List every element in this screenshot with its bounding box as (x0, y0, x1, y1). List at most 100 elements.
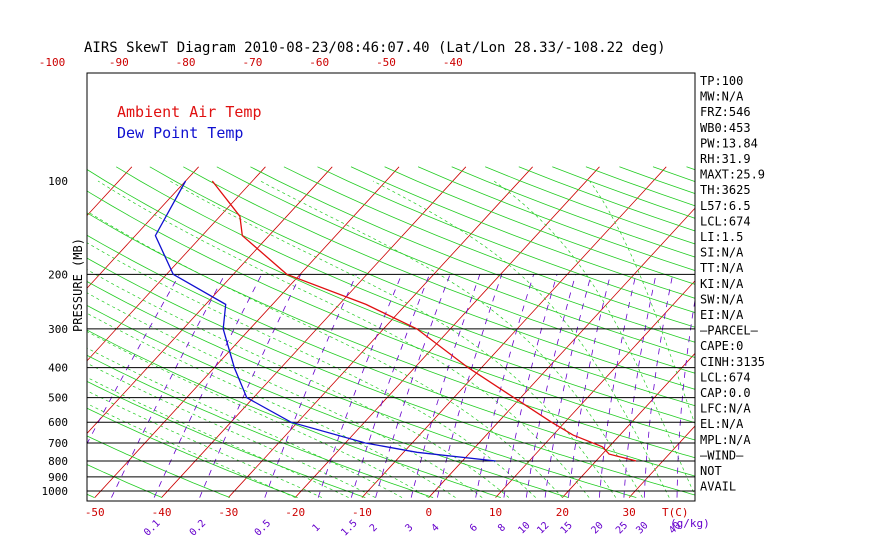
sounding-traces (154, 180, 637, 462)
bottom-temp-tick-labels: -50 -40 -30 -20 -10 0 10 20 30 (85, 506, 636, 519)
pressure-tick-label: 100 (48, 175, 68, 188)
ambient-air-temp-trace (211, 180, 637, 462)
dry-adiabat-line (87, 212, 695, 459)
stat-entry: CINH:3135 (700, 355, 765, 369)
moist-adiabat-line (87, 362, 376, 498)
top-temp-tick-label: -50 (376, 56, 396, 69)
mixing-ratio-line (437, 274, 503, 498)
dry-adiabat-line (87, 435, 230, 498)
moist-adiabat-line (589, 180, 695, 426)
dry-adiabat-line (87, 234, 695, 477)
stat-entry: TH:3625 (700, 183, 751, 197)
dry-adiabat-line (317, 166, 695, 314)
stat-entry: L57:6.5 (700, 199, 751, 213)
isotherm-line (94, 166, 400, 498)
mixing-ratio-tick-label: 2 (368, 522, 380, 534)
dry-adiabat-line (87, 281, 637, 498)
moist-adiabat-line (87, 242, 536, 498)
pressure-tick-label: 900 (48, 471, 68, 484)
dry-adiabat-line (754, 167, 870, 498)
dry-adiabat-line (87, 257, 695, 496)
chart-title: AIRS SkewT Diagram 2010-08-23/08:46:07.4… (84, 40, 666, 56)
dry-adiabat-line (115, 166, 695, 407)
mixing-ratio-line (410, 274, 481, 498)
isotherm-line (495, 280, 695, 498)
stat-entry: TP:100 (700, 74, 743, 88)
mixing-ratio-tick-label: 6 (468, 522, 480, 534)
mixing-ratio-line (264, 274, 357, 498)
isotherm-line (830, 167, 870, 498)
dry-adiabat-line (183, 166, 695, 374)
mixing-ratio-line (375, 274, 451, 498)
moist-adiabat-line (260, 180, 643, 498)
bottom-temp-tick-label: -30 (218, 506, 238, 519)
moist-adiabat-line (87, 292, 483, 498)
legend-dew-point-temp: Dew Point Temp (117, 124, 243, 142)
bottom-temp-tick-label: -40 (152, 506, 172, 519)
pressure-tick-label: 200 (48, 268, 68, 281)
y-axis-label: PRESSURE (MB) (71, 238, 85, 332)
pressure-tick-label: 300 (48, 323, 68, 336)
stat-entry: SW:N/A (700, 292, 744, 306)
mixing-ratio-tick-label: 0.5 (253, 518, 274, 539)
top-temp-tick-label: -90 (109, 56, 129, 69)
dry-adiabat-line (87, 169, 695, 424)
dry-adiabat-line (87, 380, 366, 498)
mixing-ratio-tick-label: 4 (430, 522, 442, 534)
dry-adiabat-line (87, 407, 298, 498)
mixing-ratio-tick-label: 25 (614, 520, 630, 536)
stat-entry: CAP:0.0 (700, 386, 751, 400)
moist-adiabat-line (87, 403, 296, 498)
dry-adiabat-line (787, 167, 870, 498)
dry-adiabat-line (250, 166, 695, 343)
mixing-ratio-tick-label: 12 (535, 520, 551, 536)
dew-point-temp-trace (154, 180, 496, 462)
stat-entry: TT:N/A (700, 261, 744, 275)
stat-entry: LFC:N/A (700, 402, 751, 416)
top-temp-tick-labels: -120-110-100-90-80-70-60-50-40 (39, 56, 463, 69)
mixing-ratio-line (643, 274, 674, 498)
mixing-ratio-tick-label: 8 (496, 522, 508, 534)
dry-adiabat-line (87, 354, 434, 498)
isotherm-line (361, 166, 667, 498)
dry-adiabat-line (87, 329, 501, 498)
mixing-ratio-line (317, 274, 403, 498)
stat-entry: EL:N/A (700, 417, 744, 431)
stat-entry: SI:N/A (700, 246, 744, 260)
isotherm-line (628, 425, 695, 498)
stat-entry: MW:N/A (700, 90, 744, 104)
moist-adiabat-line (169, 180, 617, 498)
plot-frame (86, 72, 696, 502)
pressure-tick-label: 600 (48, 416, 68, 429)
mixing-ratio-tick-label: 15 (559, 520, 575, 536)
moist-adiabat-line (87, 390, 323, 498)
legend-ambient-air-temp: Ambient Air Temp (117, 103, 262, 121)
top-temp-tick-label: -40 (443, 56, 463, 69)
moist-adiabat-line (87, 377, 349, 498)
isotherm-line (228, 166, 533, 498)
mixing-ratio-line (153, 274, 263, 498)
mixing-ratio-tick-label: 0.2 (188, 518, 209, 539)
isotherm-line (87, 166, 333, 434)
bottom-unit-label: T(C) (662, 506, 689, 519)
mixing-ratio-tick-label: 1 (310, 522, 322, 534)
stat-entry: AVAIL (700, 480, 736, 494)
dry-adiabat-line (518, 166, 695, 232)
dry-adiabat-line (384, 166, 695, 285)
mixing-ratio-line (87, 274, 180, 445)
isotherm-line (87, 166, 199, 289)
stat-entry: RH:31.9 (700, 152, 751, 166)
mixing-ratio-tick-label: 0.1 (142, 518, 163, 539)
bottom-temp-tick-label: 0 (425, 506, 432, 519)
mixing-ratio-line (111, 274, 226, 498)
dry-adiabat-line (485, 166, 695, 245)
bottom-temp-tick-label: 10 (489, 506, 502, 519)
moist-adiabat-line (97, 180, 590, 498)
stat-entry: LCL:674 (700, 214, 751, 228)
mixing-ratio-tick-label: 3 (403, 522, 415, 534)
top-temp-tick-label: -80 (176, 56, 196, 69)
mixing-ratio-lines (87, 274, 695, 498)
